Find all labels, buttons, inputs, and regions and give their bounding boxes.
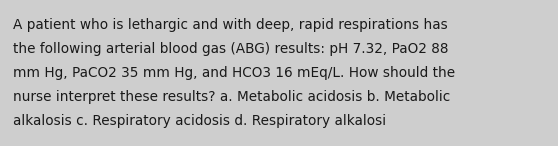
Text: mm Hg, PaCO2 35 mm Hg, and HCO3 16 mEq/L. How should the: mm Hg, PaCO2 35 mm Hg, and HCO3 16 mEq/L…	[13, 66, 455, 80]
Text: nurse interpret these results? a. Metabolic acidosis b. Metabolic: nurse interpret these results? a. Metabo…	[13, 90, 450, 104]
Text: the following arterial blood gas (ABG) results: pH 7.32, PaO2 88: the following arterial blood gas (ABG) r…	[13, 42, 449, 56]
Text: A patient who is lethargic and with deep, rapid respirations has: A patient who is lethargic and with deep…	[13, 18, 448, 32]
Text: alkalosis c. Respiratory acidosis d. Respiratory alkalosi: alkalosis c. Respiratory acidosis d. Res…	[13, 114, 386, 128]
